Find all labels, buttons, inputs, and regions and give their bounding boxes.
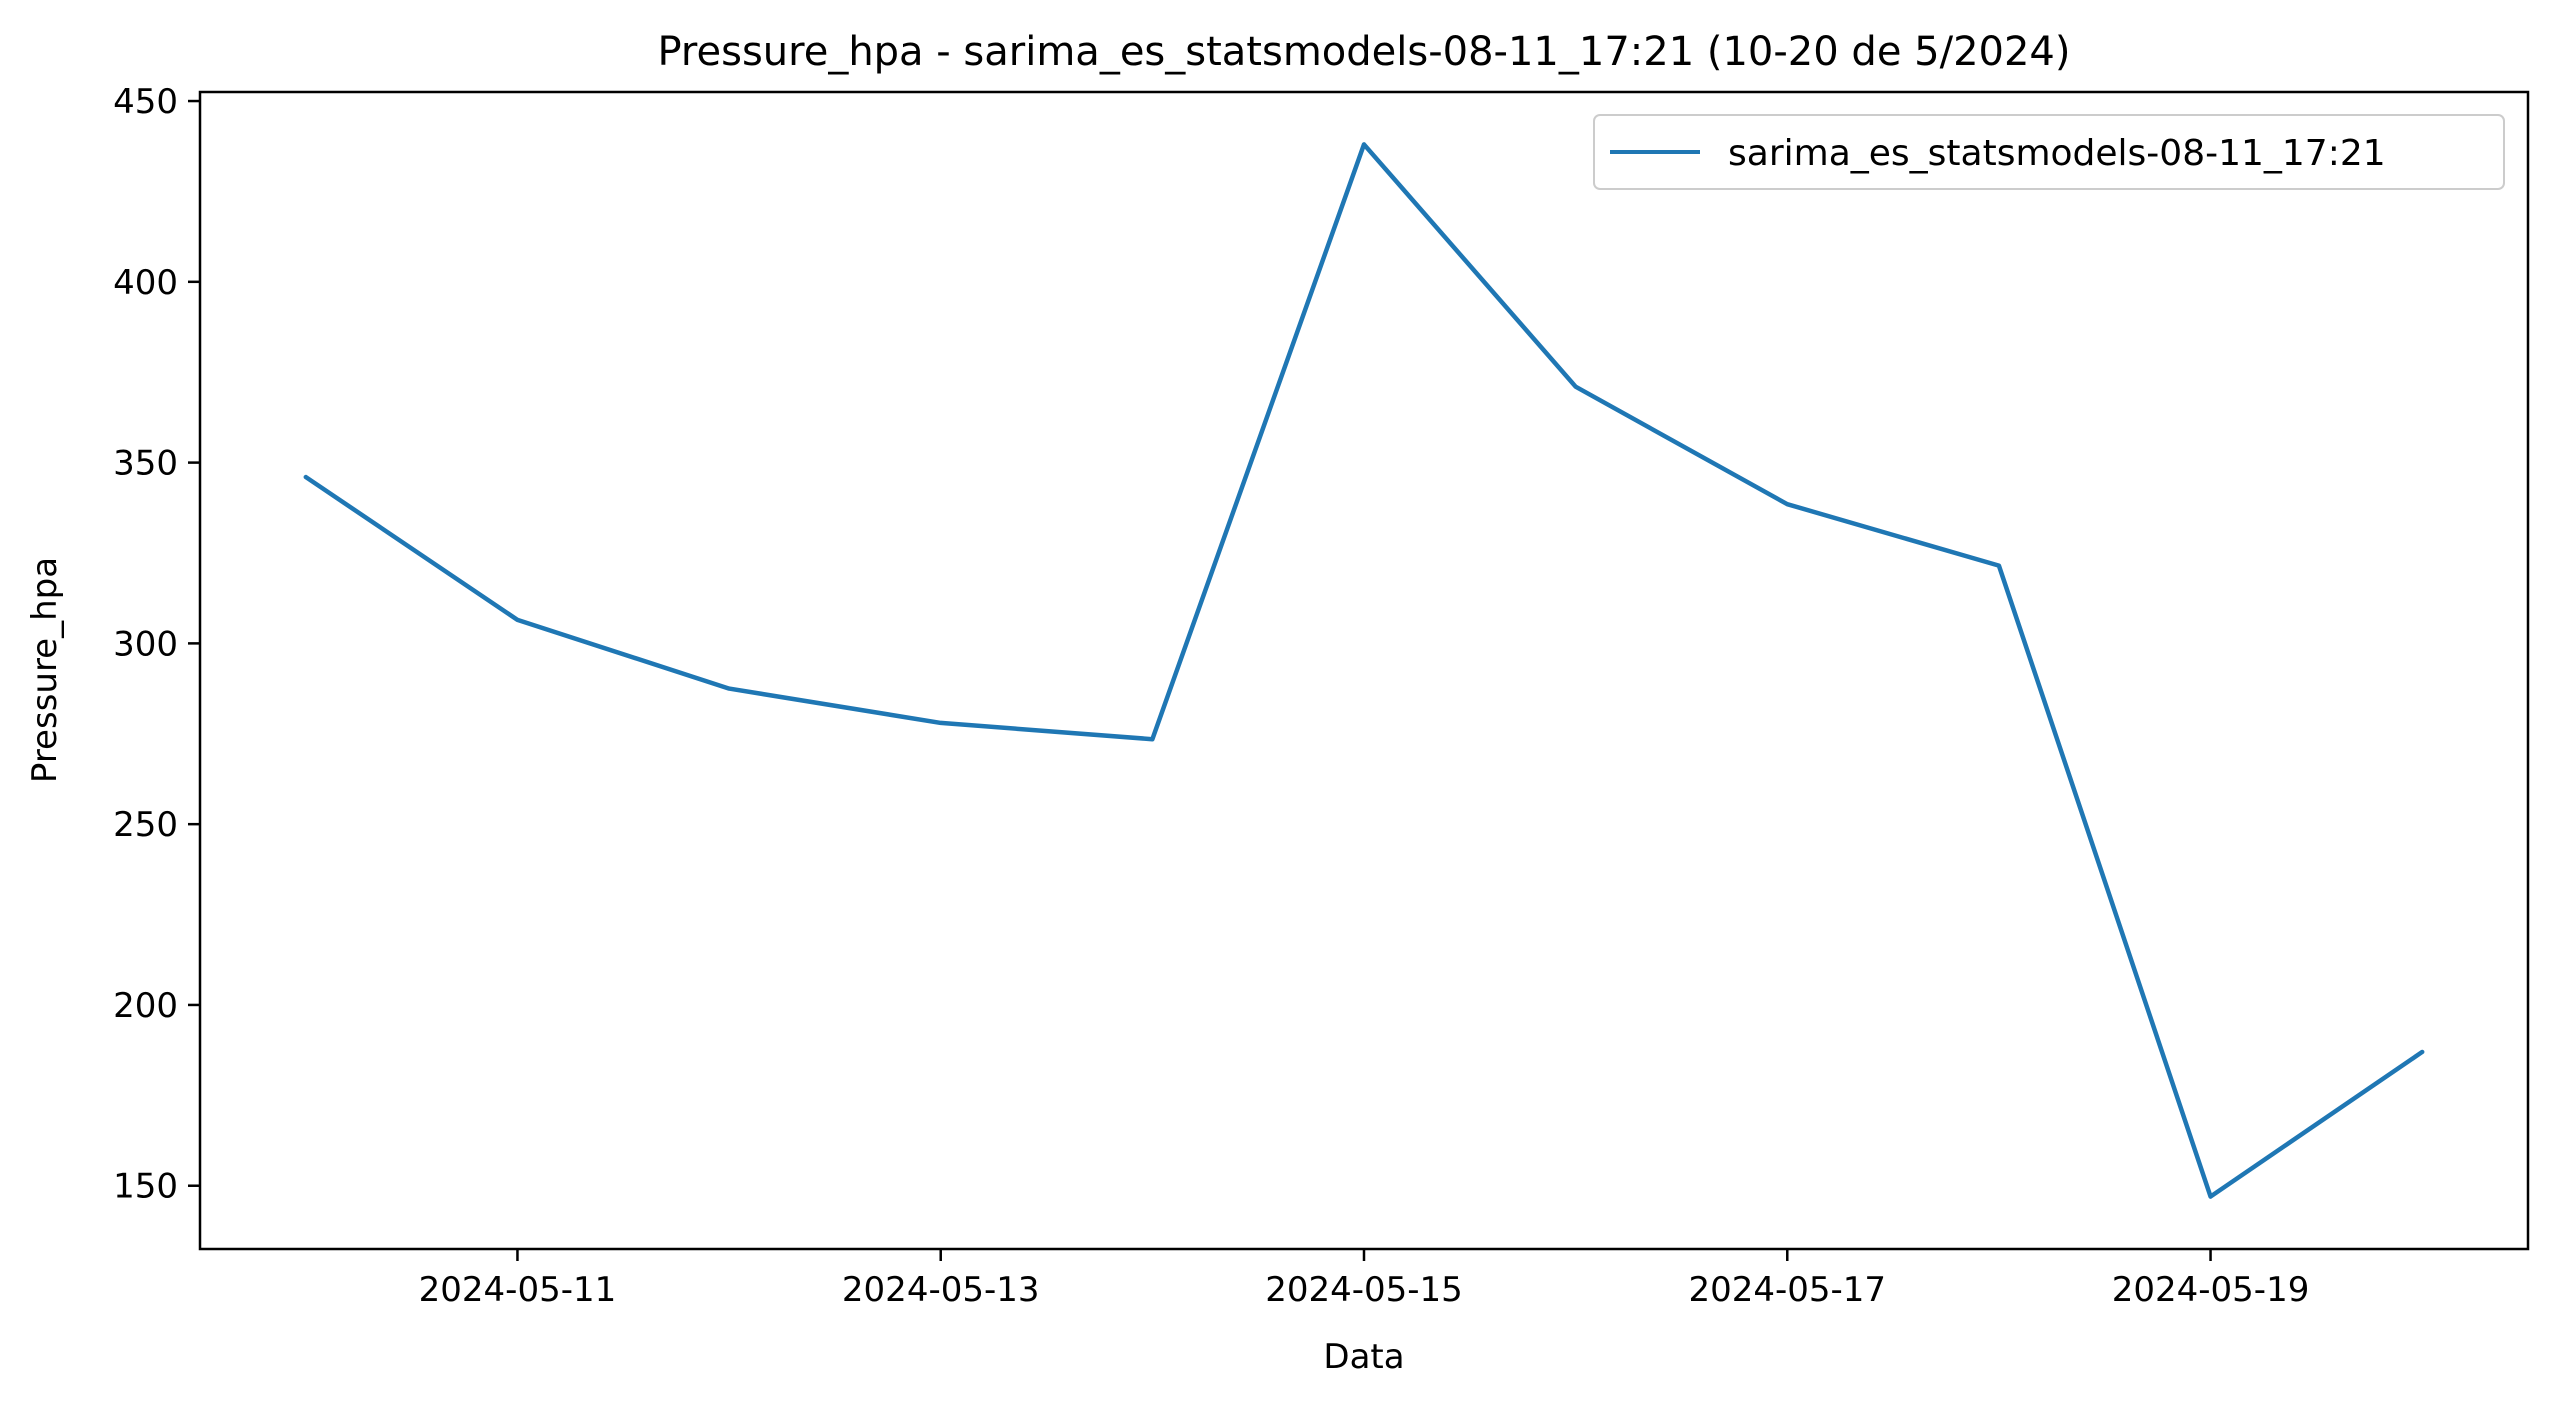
y-tick-label: 200 [113,986,178,1026]
x-axis-label: Data [1323,1337,1404,1377]
chart-title: Pressure_hpa - sarima_es_statsmodels-08-… [658,29,2071,75]
y-axis: 150 200 250 300 350 400 450 [113,82,200,1207]
y-tick-label: 350 [113,444,178,484]
y-tick-label: 250 [113,805,178,845]
legend: sarima_es_statsmodels-08-11_17:21 [1593,114,2505,190]
x-tick-label: 2024-05-15 [1265,1270,1463,1310]
legend-box [1593,114,2505,190]
y-tick-label: 300 [113,624,178,664]
series-layer [303,142,2425,1199]
x-tick-label: 2024-05-19 [2112,1270,2310,1310]
y-axis-label: Pressure_hpa [25,557,65,783]
x-axis: 2024-05-11 2024-05-13 2024-05-15 2024-05-17… [419,1249,2310,1310]
x-tick-label: 2024-05-17 [1688,1270,1886,1310]
legend-label: sarima_es_statsmodels-08-11_17:21 [1728,133,2386,174]
plot-area [198,90,2530,1251]
y-tick-label: 150 [113,1167,178,1207]
y-tick-label: 450 [113,82,178,122]
x-tick-label: 2024-05-11 [419,1270,617,1310]
x-tick-label: 2024-05-13 [842,1270,1040,1310]
y-tick-label: 400 [113,263,178,303]
plot-frame [198,90,2530,1251]
